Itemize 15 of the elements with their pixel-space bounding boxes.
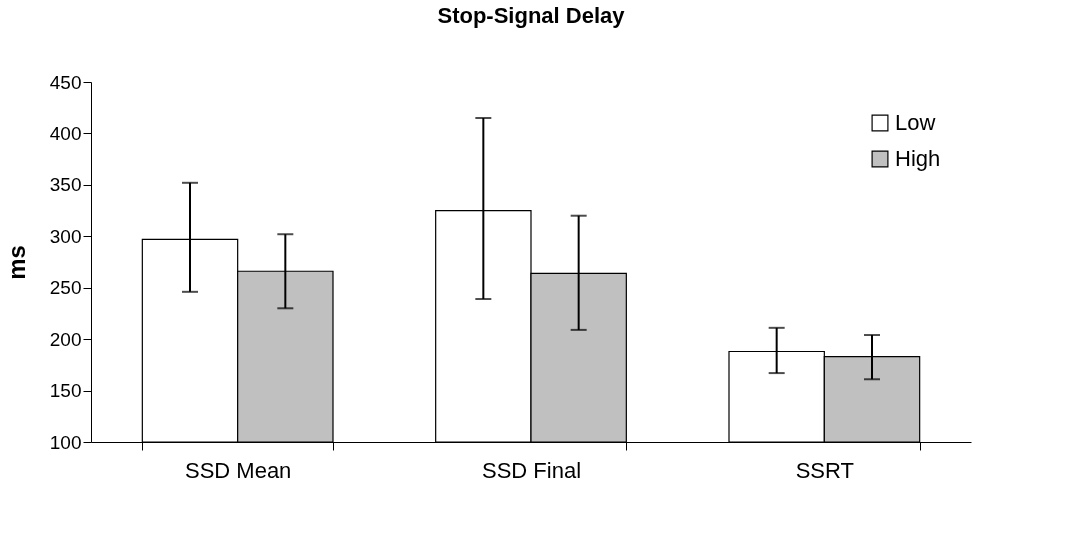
y-tick-label: 350 <box>49 174 82 196</box>
y-tick-label: 250 <box>49 277 82 299</box>
y-tick-label: 300 <box>49 225 82 247</box>
legend-label: High <box>895 146 941 171</box>
y-tick-label: 200 <box>49 328 82 350</box>
y-tick-label: 150 <box>49 380 82 402</box>
x-tick-label: SSD Final <box>481 457 582 483</box>
x-tick-label: SSRT <box>795 457 854 483</box>
y-axis-title: ms <box>2 245 30 280</box>
y-tick-label: 400 <box>49 122 82 144</box>
chart-title: Stop-Signal Delay <box>437 3 626 28</box>
y-tick-label: 450 <box>49 71 82 93</box>
y-tick-label: 100 <box>49 431 82 453</box>
legend-label: Low <box>895 110 936 135</box>
x-tick-label: SSD Mean <box>184 457 292 483</box>
